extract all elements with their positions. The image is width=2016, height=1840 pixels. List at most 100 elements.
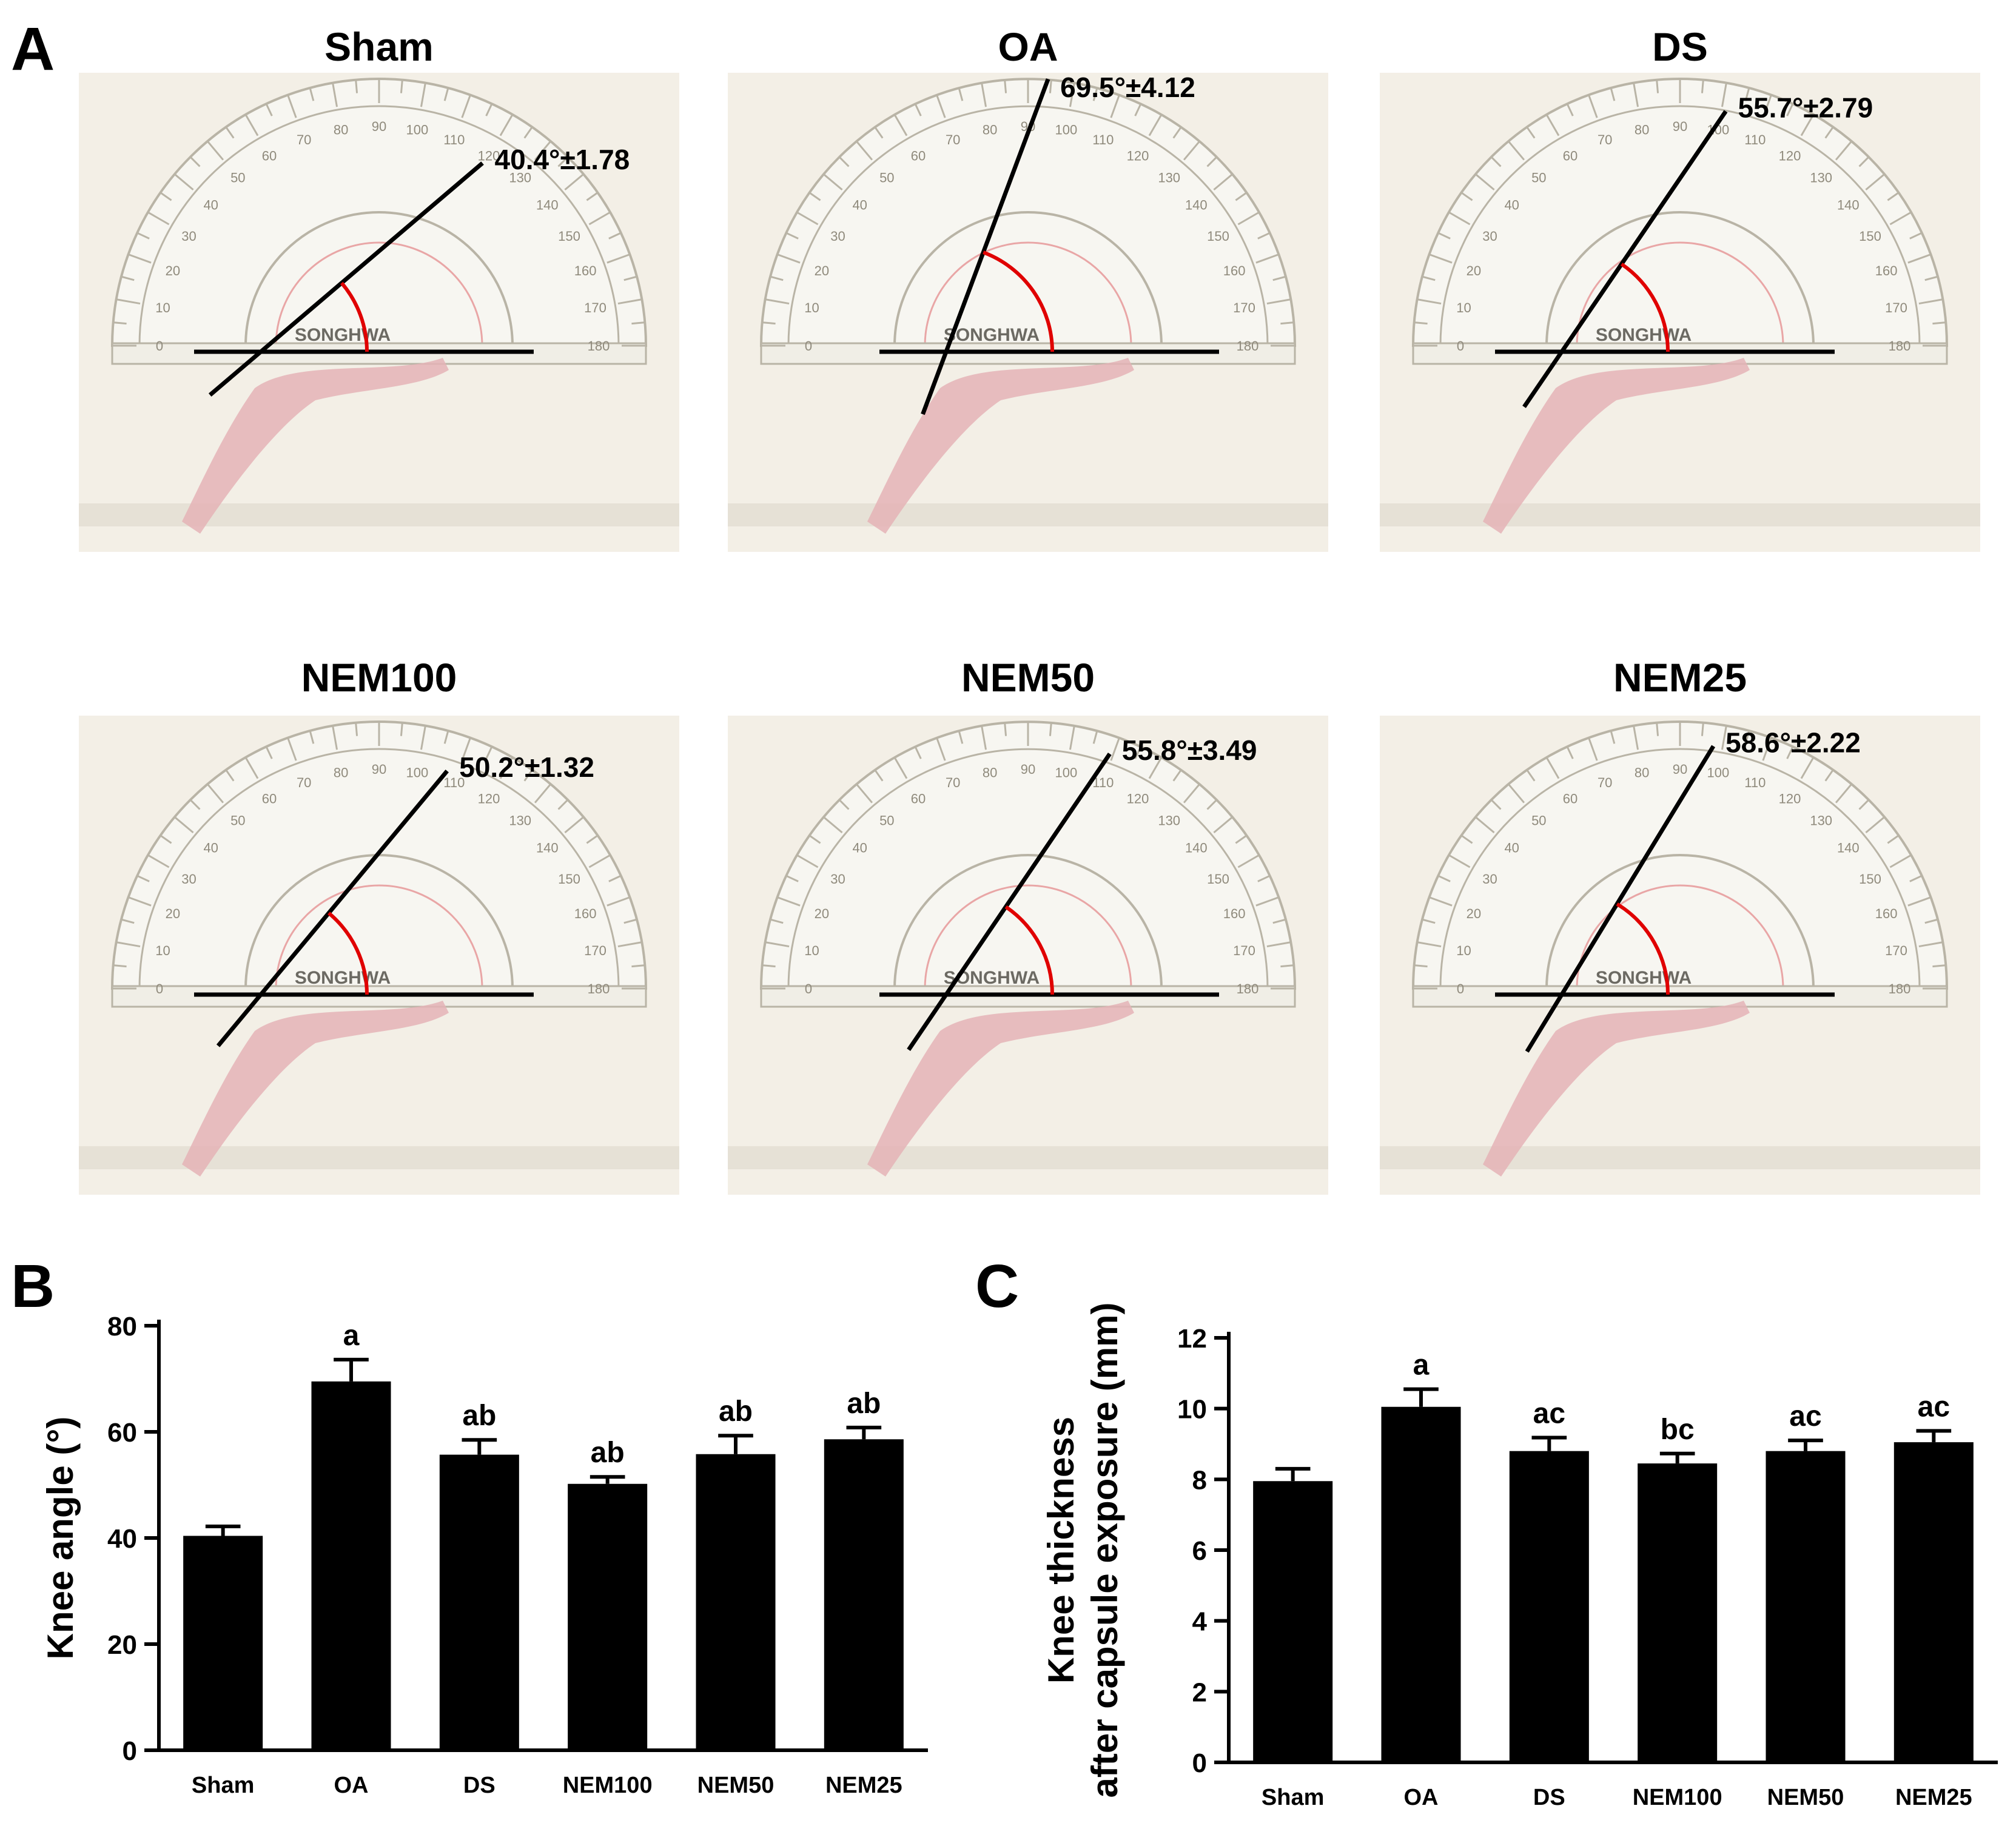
protractor-scale-number: 40 [1504, 197, 1519, 212]
knee-tissue [182, 1001, 449, 1177]
protractor-scale-number: 0 [156, 338, 163, 354]
knee-tissue [1483, 1001, 1750, 1177]
x-tick-label: OA [1404, 1785, 1439, 1810]
protractor-scale-number: 20 [166, 906, 180, 921]
protractor-tick [958, 730, 964, 744]
angle-value-label: 69.5°±4.12 [1060, 72, 1195, 103]
protractor-tick [606, 896, 630, 907]
protractor-scale-number: 180 [588, 338, 610, 354]
protractor-tick [606, 254, 630, 264]
angle-arc [328, 912, 369, 995]
protractor-tick [1566, 103, 1574, 116]
protractor-tick [1932, 321, 1946, 325]
protractor-scale-arc [787, 748, 1269, 989]
protractor-tick [617, 298, 642, 305]
protractor-scale-number: 170 [1885, 943, 1907, 958]
protractor-inner-red-arc [924, 241, 1132, 346]
protractor-tick [1437, 232, 1451, 240]
protractor-tick [785, 875, 799, 882]
protractor-tick [461, 737, 471, 761]
protractor-tick [523, 769, 533, 782]
protractor-scale-number: 130 [1810, 813, 1832, 828]
y-axis-label: after capsule exposure (mm) [1084, 1303, 1125, 1798]
protractor-tick [1701, 722, 1704, 736]
photo-title: DS [1652, 24, 1708, 69]
protractor-tick [557, 799, 569, 810]
protractor-scale-number: 180 [1237, 981, 1259, 996]
protractor-tick [1490, 156, 1502, 167]
protractor-tick [1092, 87, 1098, 101]
protractor-tick [355, 79, 358, 93]
protractor-scale-number: 0 [805, 338, 812, 354]
protractor-scale-number: 160 [1223, 263, 1246, 278]
x-tick-label: DS [463, 1773, 496, 1798]
protractor-scale-number: 20 [815, 263, 829, 278]
protractor-tick [1092, 730, 1098, 744]
protractor-tick [147, 854, 170, 868]
protractor-tick [485, 746, 493, 759]
protractor-tick [1835, 140, 1852, 161]
protractor-tick [557, 156, 569, 167]
protractor-tick [534, 140, 551, 161]
table-edge [79, 503, 679, 526]
protractor-tick [1049, 79, 1052, 93]
knee-thickness-chart: 0 2 4 6 8 10 12 Knee thickness after capsule exp… [1041, 1303, 1998, 1810]
protractor-scale-arc [138, 105, 620, 346]
protractor-scale-number: 30 [181, 871, 196, 887]
protractor-tick [1744, 730, 1750, 744]
protractor-scale-number: 80 [1635, 122, 1649, 137]
protractor-scale-number: 70 [1598, 132, 1612, 147]
protractor-tick [1417, 941, 1442, 948]
protractor-scale-number: 170 [584, 300, 606, 315]
protractor-tick [461, 95, 471, 118]
protractor-scale-number: 120 [1127, 148, 1149, 163]
protractor-scale-number: 90 [1673, 119, 1687, 134]
protractor-tick [1800, 757, 1815, 779]
protractor-tick [1762, 737, 1772, 761]
protractor-scale-number: 10 [804, 300, 819, 315]
protractor-tick [1213, 173, 1234, 191]
protractor-tick [1134, 103, 1142, 116]
protractor-tick [1460, 834, 1473, 844]
protractor-tick [116, 298, 141, 305]
significance-label: bc [1661, 1414, 1695, 1446]
protractor-tick [1566, 746, 1574, 759]
protractor-tick [1255, 254, 1279, 264]
protractor-tick [1448, 854, 1471, 868]
protractor-scale-number: 170 [1233, 943, 1255, 958]
x-tick-label: Sham [1262, 1785, 1324, 1810]
x-tick-label: NEM25 [1895, 1785, 1972, 1810]
protractor-scale-number: 160 [1223, 906, 1246, 921]
protractor-scale-number: 110 [443, 775, 465, 790]
protractor-tick [1272, 275, 1286, 281]
protractor-tick [499, 757, 514, 779]
protractor-scale-number: 50 [230, 170, 245, 186]
protractor-tick [1526, 126, 1536, 139]
protractor-scale-number: 30 [1482, 871, 1497, 887]
femur-axis-line [1525, 745, 1716, 1053]
photo-title: NEM25 [1613, 655, 1747, 700]
protractor-tick [1183, 140, 1200, 161]
protractor-scale-number: 100 [1055, 122, 1078, 137]
protractor-tick [762, 321, 776, 325]
protractor-tick [244, 757, 259, 779]
y-tick-label: 4 [1192, 1607, 1208, 1637]
protractor-tick [822, 816, 843, 834]
protractor-tick [207, 140, 224, 161]
protractor-scale-number: 110 [1744, 775, 1766, 790]
bar-nem25 [824, 1439, 904, 1750]
protractor-scale-number: 150 [1859, 229, 1881, 244]
knee-photo-sham: Sham 0 10 20 30 40 50 60 70 80 90 100 110 120 130 140 15… [79, 24, 679, 552]
bar-nem25 [1893, 1442, 1974, 1762]
protractor-tick [1183, 783, 1200, 804]
protractor-scale-number: 50 [1531, 170, 1546, 186]
protractor-tick [1887, 834, 1900, 844]
protractor-scale-number: 10 [804, 943, 819, 958]
protractor-tick [1237, 211, 1260, 226]
x-tick-label: NEM50 [697, 1773, 774, 1798]
x-tick-label: NEM25 [825, 1773, 902, 1798]
